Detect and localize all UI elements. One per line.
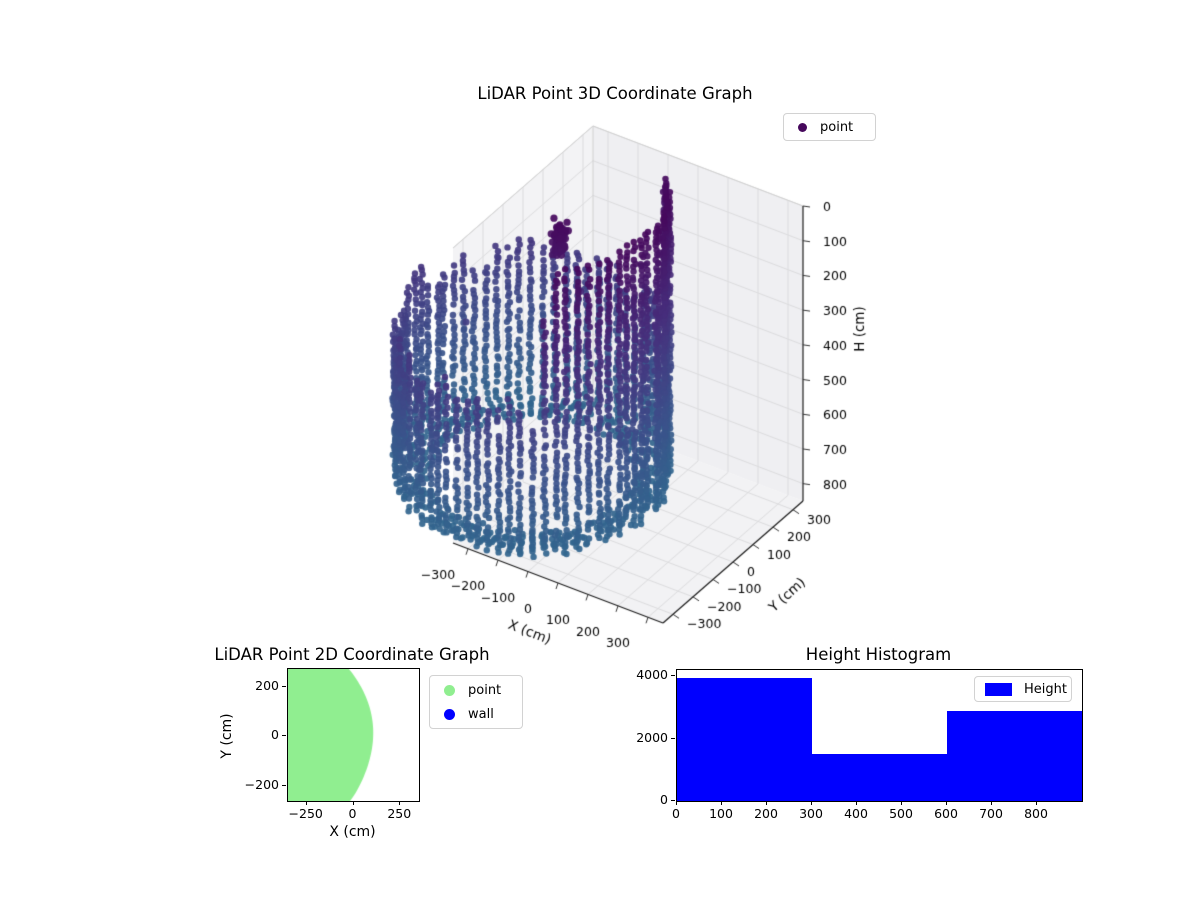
tick-mark bbox=[671, 675, 675, 677]
tick-mark bbox=[856, 801, 857, 805]
legend-label: point bbox=[468, 682, 502, 698]
tick-label: 200 bbox=[255, 677, 279, 693]
tick-mark bbox=[671, 800, 675, 801]
plot3d-canvas bbox=[300, 95, 900, 660]
tick-mark bbox=[305, 801, 307, 805]
histogram-axes bbox=[676, 669, 1083, 802]
tick-label: −200 bbox=[244, 777, 279, 793]
tick-mark bbox=[676, 801, 677, 805]
plot2d-axes bbox=[287, 668, 420, 802]
tick-label: 100 bbox=[709, 806, 733, 821]
tick-label: 0 bbox=[672, 806, 680, 821]
tick-label: 300 bbox=[799, 806, 823, 821]
tick-label: 2000 bbox=[636, 729, 668, 745]
tick-mark bbox=[671, 737, 675, 739]
tick-mark bbox=[901, 801, 902, 805]
tick-label: 600 bbox=[934, 806, 958, 821]
tick-label: 4000 bbox=[636, 667, 668, 683]
plot2d-xaxis-label: X (cm) bbox=[329, 824, 376, 840]
histogram-bar bbox=[947, 711, 1082, 801]
tick-label: 400 bbox=[844, 806, 868, 821]
legend-entry-height: Height bbox=[975, 677, 1071, 701]
tick-mark bbox=[721, 801, 722, 805]
tick-mark bbox=[766, 801, 767, 805]
tick-mark bbox=[282, 685, 286, 687]
legend-label: Height bbox=[1024, 681, 1067, 697]
legend-entry-point: point bbox=[784, 115, 875, 139]
legend-entry-point: point bbox=[430, 678, 522, 702]
tick-label: −250 bbox=[288, 806, 323, 821]
tick-mark bbox=[946, 801, 947, 805]
plot2d-canvas bbox=[288, 669, 419, 801]
tick-label: 200 bbox=[754, 806, 778, 821]
tick-label: 700 bbox=[979, 806, 1003, 821]
tick-label: 500 bbox=[889, 806, 913, 821]
tick-mark bbox=[1036, 801, 1037, 805]
tick-label: 0 bbox=[660, 792, 668, 807]
point-marker-icon bbox=[444, 684, 455, 696]
tick-mark bbox=[282, 785, 286, 787]
legend-entry-wall: wall bbox=[430, 702, 522, 726]
plot3d-legend: point bbox=[783, 113, 876, 141]
histogram-title: Height Histogram bbox=[805, 645, 952, 664]
wall-marker-icon bbox=[444, 708, 455, 720]
tick-mark bbox=[399, 801, 401, 805]
plot2d-title: LiDAR Point 2D Coordinate Graph bbox=[214, 645, 490, 664]
tick-mark bbox=[991, 801, 992, 805]
histogram-bar bbox=[812, 753, 947, 801]
tick-label: 0 bbox=[348, 806, 357, 821]
legend-label: wall bbox=[468, 706, 494, 722]
tick-mark bbox=[282, 735, 286, 737]
tick-label: 0 bbox=[271, 727, 279, 743]
tick-mark bbox=[811, 801, 812, 805]
histogram-legend: Height bbox=[974, 676, 1072, 702]
height-marker-icon bbox=[985, 682, 1012, 696]
plot2d-legend: point wall bbox=[429, 675, 523, 729]
tick-mark bbox=[352, 801, 354, 805]
point-marker-icon bbox=[798, 122, 807, 132]
tick-label: 250 bbox=[387, 806, 412, 821]
tick-label: 800 bbox=[1024, 806, 1048, 821]
legend-label: point bbox=[820, 119, 854, 135]
histogram-bar bbox=[677, 677, 812, 801]
